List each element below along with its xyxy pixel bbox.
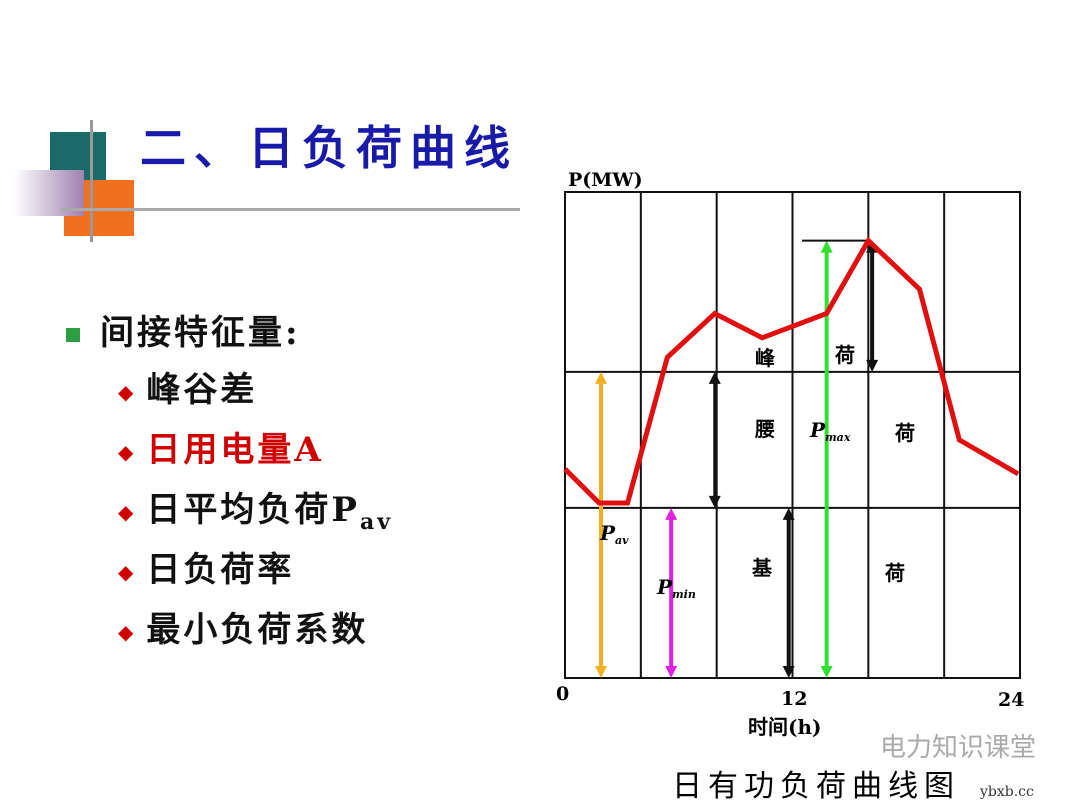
bullet-list: ◆ 峰谷差 ◆ 日用电量A ◆ 日平均负荷Pav ◆ 日负荷率 ◆ 最小负荷系数 bbox=[118, 362, 393, 662]
base-arrow-head-down bbox=[782, 666, 795, 678]
title-rule bbox=[60, 208, 520, 211]
diamond-bullet-icon: ◆ bbox=[118, 620, 137, 644]
pmax-arrow-head-down bbox=[820, 666, 833, 678]
grid bbox=[564, 191, 1021, 679]
list-item: ◆ 日平均负荷Pav bbox=[118, 490, 394, 535]
pmin-arrow-head-down bbox=[665, 666, 678, 678]
pmax-label: Pmax bbox=[809, 418, 851, 444]
peak-arrow-head-down bbox=[866, 359, 879, 372]
x-tick-12: 12 bbox=[781, 688, 807, 710]
list-item: ◆ 最小负荷系数 bbox=[118, 610, 369, 650]
list-item: ◆ 日用电量A bbox=[118, 430, 324, 470]
diamond-bullet-icon: ◆ bbox=[118, 500, 137, 524]
page-title: 二、日负荷曲线 bbox=[140, 121, 518, 175]
region-label: 荷 bbox=[895, 421, 915, 445]
region-label: 荷 bbox=[885, 561, 905, 585]
pmax-arrow-head-up bbox=[820, 240, 833, 253]
region-label: 腰 bbox=[754, 417, 775, 441]
region-label: 基 bbox=[752, 556, 773, 580]
diamond-bullet-icon: ◆ bbox=[118, 560, 137, 584]
x-tick-24: 24 bbox=[998, 689, 1024, 711]
pav-arrow-head-up bbox=[595, 371, 608, 384]
pmin-arrow-head-up bbox=[665, 507, 678, 520]
square-bullet-icon bbox=[66, 328, 80, 342]
y-axis-label: P(MW) bbox=[568, 169, 643, 191]
diamond-bullet-icon: ◆ bbox=[118, 440, 137, 464]
waist-arrow-head-up bbox=[708, 371, 721, 384]
x-axis-label: 时间(h) bbox=[748, 715, 821, 739]
pav-label: Pav bbox=[599, 521, 629, 547]
watermark-site: ybxb.cc bbox=[979, 784, 1034, 800]
pmin-label: Pmin bbox=[656, 575, 696, 601]
waist-arrow-head-down bbox=[708, 495, 721, 508]
chart-caption: 日有功负荷曲线图 bbox=[672, 769, 960, 804]
pav-arrow-head-down bbox=[595, 666, 608, 678]
list-item: ◆ 日负荷率 bbox=[118, 550, 295, 590]
level-arrows bbox=[595, 239, 879, 678]
region-label: 峰 bbox=[755, 346, 775, 370]
x-tick-0: 0 bbox=[556, 683, 569, 705]
region-label: 荷 bbox=[835, 343, 855, 367]
watermark: 电力知识课堂 bbox=[880, 733, 1036, 763]
list-item: ◆ 峰谷差 bbox=[118, 370, 258, 410]
section-heading: 间接特征量: bbox=[66, 305, 301, 354]
load-curve bbox=[563, 236, 1020, 506]
diamond-bullet-icon: ◆ bbox=[118, 380, 137, 404]
base-arrow-head-up bbox=[782, 507, 795, 520]
